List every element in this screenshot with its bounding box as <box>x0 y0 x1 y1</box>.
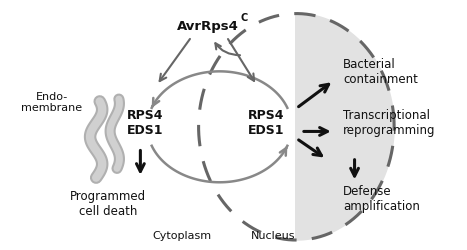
Text: Transcriptional
reprogramming: Transcriptional reprogramming <box>343 109 435 137</box>
Text: Cytoplasm: Cytoplasm <box>153 230 212 240</box>
Text: Programmed
cell death: Programmed cell death <box>70 189 146 217</box>
Text: RPS4
EDS1: RPS4 EDS1 <box>127 109 163 137</box>
Text: RPS4
EDS1: RPS4 EDS1 <box>248 109 284 137</box>
Text: Defense
amplification: Defense amplification <box>343 185 420 212</box>
Text: C: C <box>240 13 248 23</box>
Text: Endo-
membrane: Endo- membrane <box>21 91 83 113</box>
Polygon shape <box>297 14 394 240</box>
Text: Bacterial
containment: Bacterial containment <box>343 58 418 86</box>
Text: Nucleus: Nucleus <box>251 230 295 240</box>
Text: AvrRps4: AvrRps4 <box>177 20 239 32</box>
